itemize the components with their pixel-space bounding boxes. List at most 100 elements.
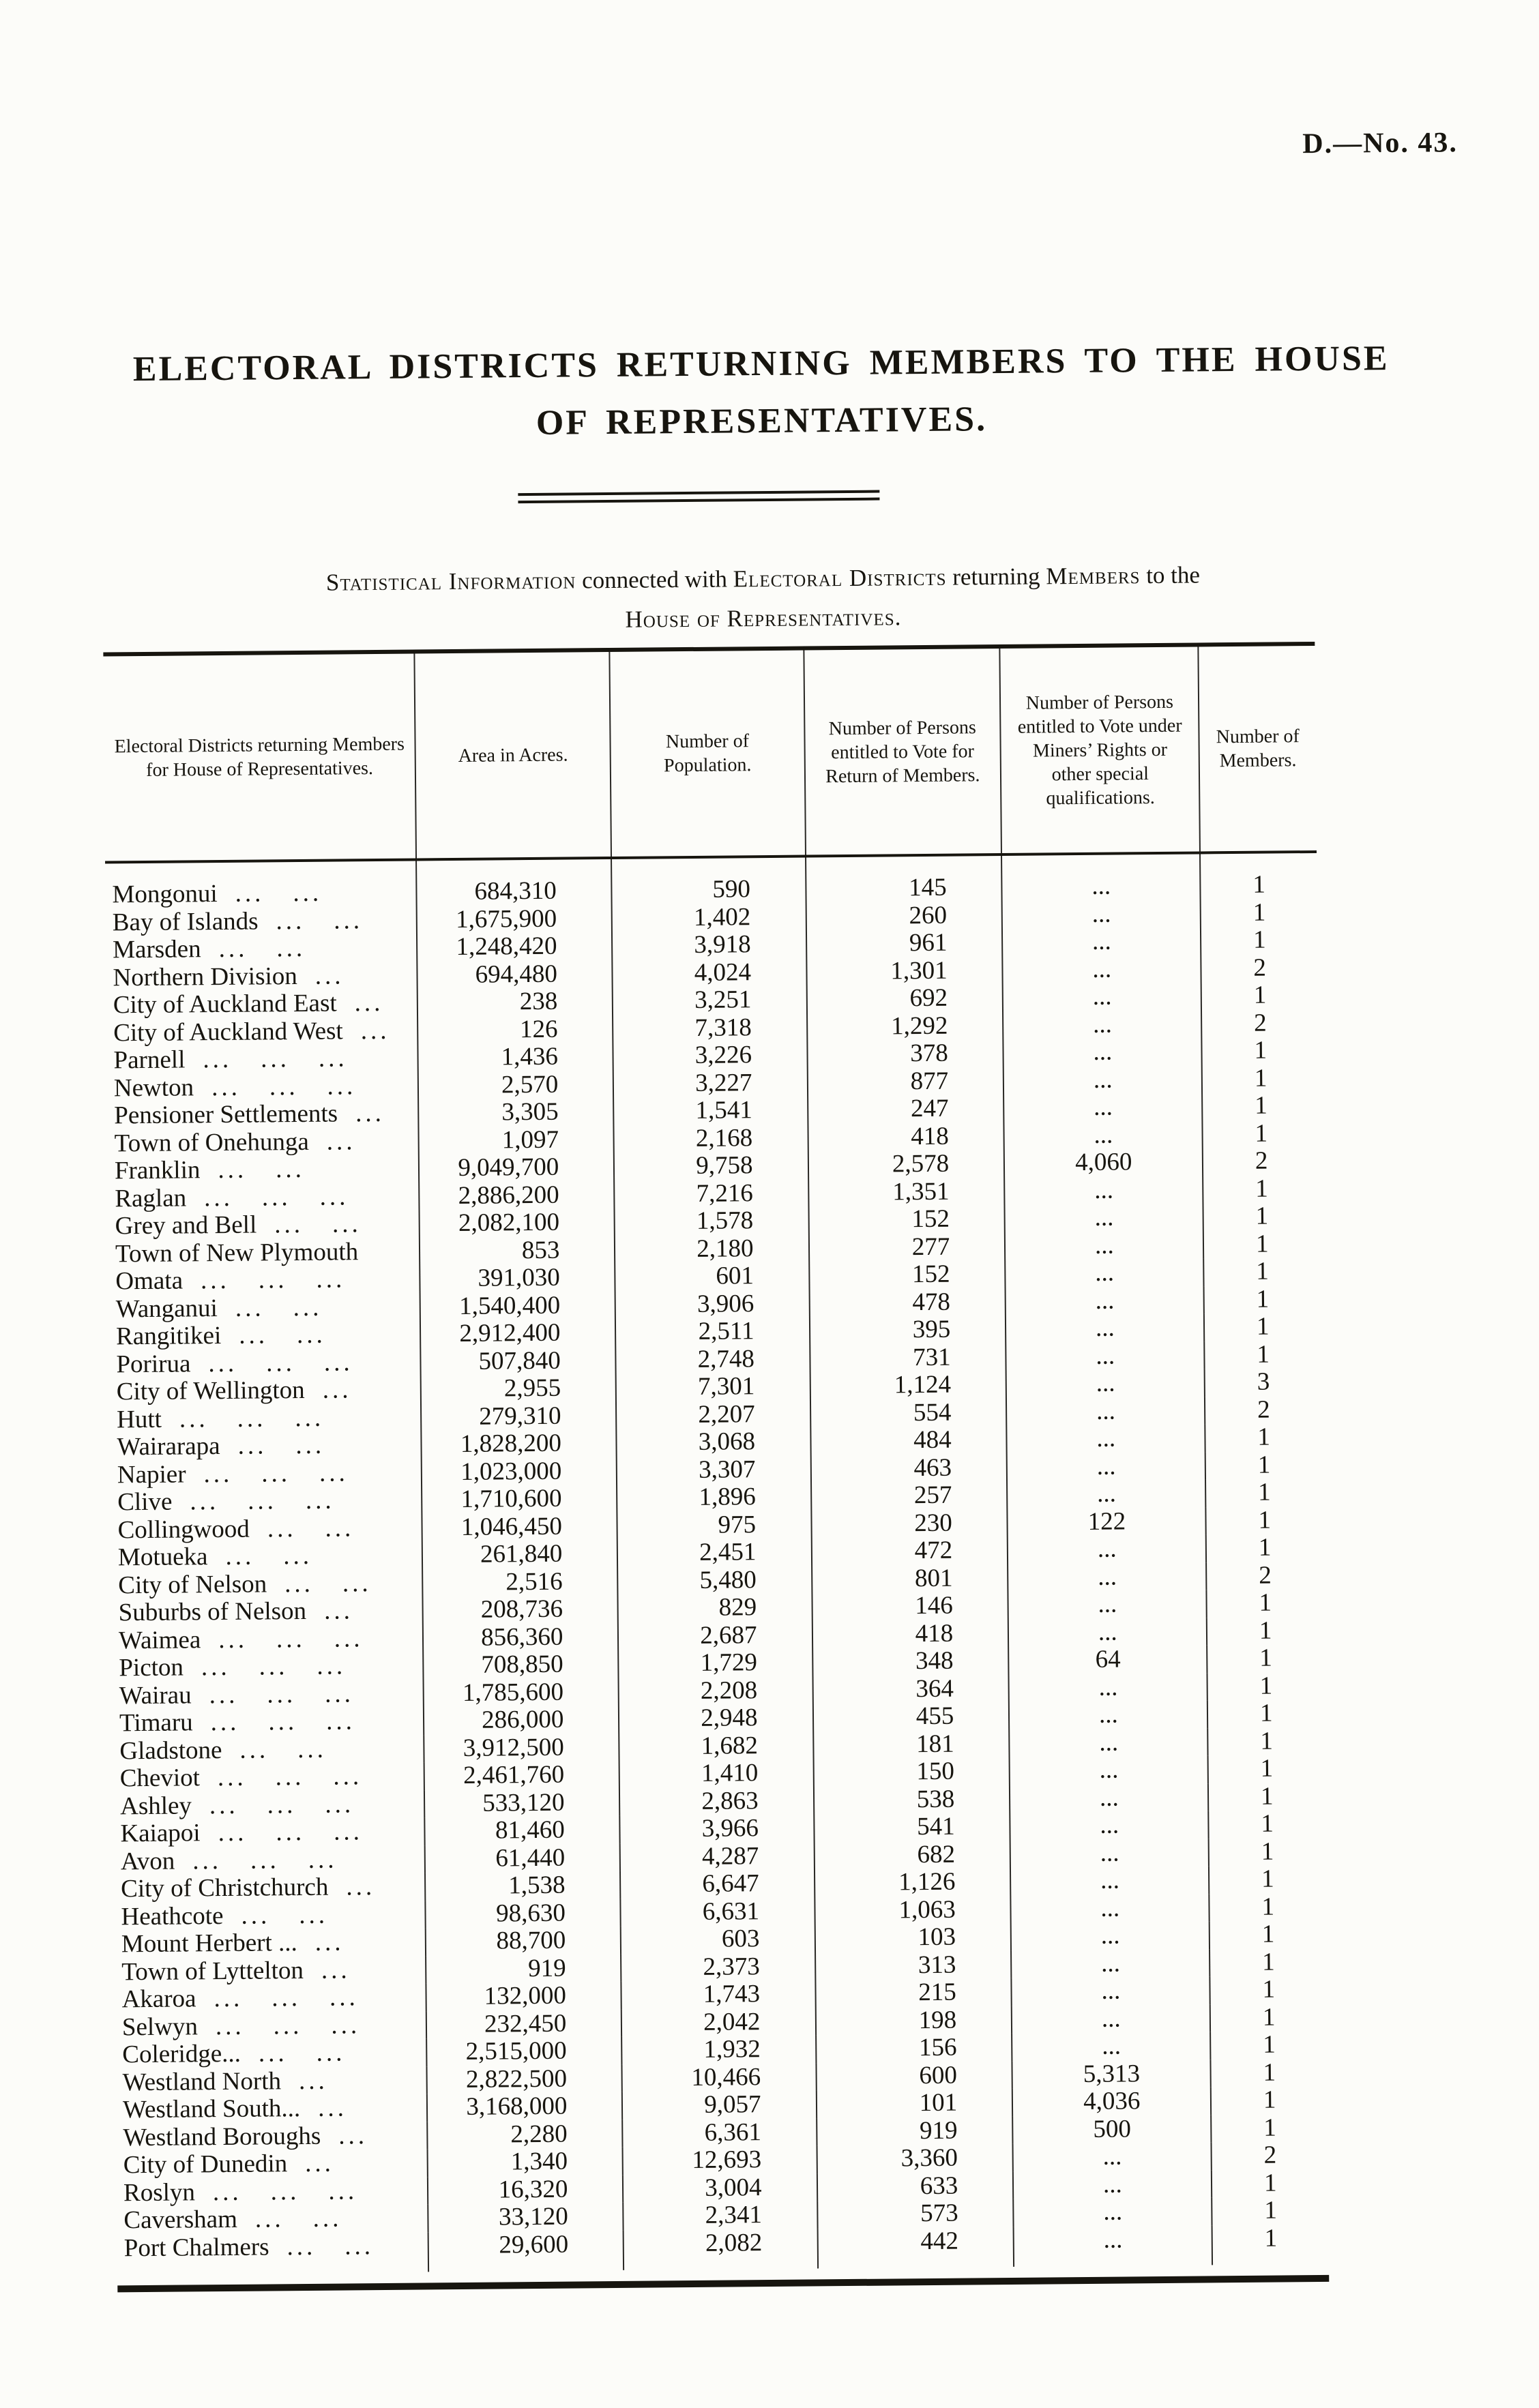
district-name: Wairau: [119, 1680, 192, 1710]
district-name: City of Nelson: [118, 1569, 267, 1599]
population-cell: 2,207: [616, 1400, 810, 1429]
district-name: Omata: [115, 1266, 184, 1296]
voters-cell: 478: [809, 1288, 1006, 1318]
area-cell: 533,120: [424, 1788, 620, 1818]
population-cell: 3,068: [616, 1427, 811, 1457]
members-cell: 2: [1203, 1147, 1320, 1176]
voters-cell: 364: [812, 1674, 1010, 1704]
district-name-cell: Parnell ... ... ...: [106, 1044, 418, 1074]
members-cell: 1: [1212, 2197, 1329, 2225]
district-name: Gladstone: [119, 1736, 222, 1765]
area-cell: 856,360: [423, 1622, 619, 1652]
caption-segment: to the: [1140, 561, 1201, 589]
voters-cell: 1,301: [806, 956, 1003, 986]
voters-cell: 463: [810, 1453, 1008, 1483]
voters-cell: 961: [806, 929, 1003, 959]
district-name-cell: City of Auckland West...: [106, 1016, 418, 1047]
area-cell: 261,840: [422, 1540, 618, 1569]
population-cell: 2,373: [621, 1952, 815, 1982]
area-cell: 2,516: [422, 1567, 618, 1597]
population-cell: 2,451: [617, 1538, 812, 1568]
district-name-cell: Suburbs of Nelson...: [111, 1596, 423, 1626]
area-cell: 2,822,500: [426, 2064, 623, 2094]
area-cell: 391,030: [420, 1264, 615, 1293]
district-name: Westland South...: [122, 2094, 301, 2124]
district-name: Picton: [119, 1653, 184, 1682]
voters-cell: 1,351: [808, 1177, 1005, 1207]
district-name-cell: Westland North...: [115, 2066, 427, 2096]
members-cell: 1: [1208, 1755, 1325, 1783]
district-name-cell: Selwyn ... ... ...: [115, 2011, 427, 2041]
members-cell: 1: [1203, 1202, 1320, 1231]
district-name: City of Auckland East: [113, 989, 337, 1020]
members-cell: 1: [1207, 1671, 1324, 1701]
area-cell: 2,082,100: [419, 1208, 615, 1238]
district-name-cell: Rangitikei ... ...: [109, 1320, 421, 1351]
leader-dots: ... ...: [218, 1155, 306, 1185]
district-name: Westland Boroughs: [123, 2122, 321, 2152]
area-cell: 1,540,400: [420, 1291, 616, 1321]
voters-cell: 260: [806, 901, 1003, 931]
miners-cell: ...: [1002, 982, 1202, 1012]
members-cell: 1: [1210, 1948, 1327, 1977]
page-title-line-1: ELECTORAL DISTRICTS RETURNING MEMBERS TO…: [132, 339, 1390, 389]
area-cell: 1,710,600: [422, 1485, 617, 1514]
district-name: Bay of Islands: [112, 907, 259, 936]
district-name-cell: Franklin ... ...: [108, 1155, 420, 1185]
voters-cell: 692: [806, 984, 1003, 1014]
leader-dots: ...: [346, 1873, 376, 1901]
leader-dots: ... ...: [241, 1901, 329, 1930]
members-cell: 1: [1211, 2086, 1328, 2115]
members-cell: 1: [1209, 1837, 1325, 1867]
members-cell: 1: [1203, 1230, 1321, 1259]
voters-cell: 554: [810, 1398, 1007, 1428]
miners-cell: ...: [1011, 1948, 1210, 1978]
leader-dots: ... ...: [284, 1569, 372, 1598]
voters-cell: 257: [810, 1481, 1008, 1511]
miners-cell: ...: [1009, 1700, 1208, 1730]
miners-cell: ...: [1008, 1672, 1208, 1702]
district-name: Motueka: [117, 1543, 208, 1572]
members-cell: 1: [1201, 981, 1318, 1010]
table-bottom-rule: [117, 2274, 1330, 2293]
area-cell: 2,912,400: [420, 1319, 616, 1348]
miners-cell: ...: [1007, 1479, 1206, 1509]
voters-cell: 215: [815, 1978, 1012, 2008]
district-name-cell: City of Dunedin...: [117, 2149, 428, 2180]
district-name-cell: Westland Boroughs...: [116, 2122, 428, 2152]
district-name-cell: Mongonui ... ...: [105, 859, 417, 909]
area-cell: 33,120: [428, 2203, 624, 2232]
voters-cell: 2,578: [808, 1150, 1005, 1179]
members-cell: 1: [1210, 1920, 1327, 1949]
district-name: Town of Lyttelton: [121, 1956, 304, 1986]
leader-dots: ...: [338, 2121, 368, 2150]
leader-dots: ... ...: [237, 1431, 325, 1460]
voters-cell: 541: [813, 1813, 1010, 1842]
members-cell: 3: [1205, 1368, 1321, 1397]
leader-dots: ... ...: [274, 1210, 362, 1239]
leader-dots: ... ... ...: [192, 1845, 338, 1875]
members-cell: 1: [1202, 1064, 1319, 1093]
area-cell: 238: [417, 987, 613, 1017]
population-cell: 10,466: [621, 2063, 817, 2092]
leader-dots: ... ...: [239, 1320, 326, 1350]
district-name-cell: Wairarapa ... ...: [110, 1431, 422, 1461]
district-name: Parnell: [113, 1045, 186, 1075]
leader-dots: ... ... ...: [203, 1182, 349, 1212]
population-cell: 3,251: [613, 985, 807, 1015]
population-cell: 6,361: [622, 2118, 817, 2147]
members-cell: 1: [1201, 926, 1318, 955]
area-cell: 279,310: [421, 1401, 617, 1431]
voters-cell: 1,063: [814, 1895, 1011, 1925]
district-name: Port Chalmers: [123, 2232, 269, 2262]
miners-cell: 5,313: [1012, 2060, 1212, 2089]
population-cell: 3,227: [613, 1069, 808, 1098]
members-cell: 1: [1210, 2031, 1328, 2060]
district-name: City of Auckland West: [113, 1016, 343, 1047]
district-name: Waimea: [118, 1625, 201, 1654]
leader-dots: ... ...: [225, 1541, 313, 1571]
caption-segment: Members: [1046, 562, 1141, 590]
area-cell: 208,736: [422, 1595, 619, 1624]
miners-cell: 122: [1007, 1506, 1207, 1536]
